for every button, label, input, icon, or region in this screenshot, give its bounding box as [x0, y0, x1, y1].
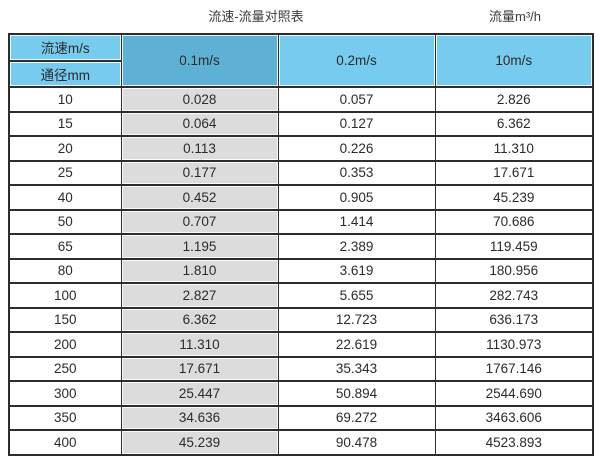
- flow-cell-0-2ms: 50.894: [277, 380, 436, 407]
- diameter-cell: 40: [8, 184, 122, 211]
- diameter-cell: 10: [8, 86, 122, 113]
- diameter-cell: 250: [8, 355, 122, 382]
- flow-cell-0-2ms: 69.272: [277, 404, 436, 431]
- flow-unit-label: 流量m³/h: [488, 9, 541, 24]
- flow-cell-0-1ms: 0.177: [120, 159, 279, 186]
- flow-cell-0-1ms: 1.195: [120, 233, 279, 260]
- flow-rate-table: 流速m/s 0.1m/s 0.2m/s 10m/s 通径mm 10 0.028 …: [8, 33, 594, 456]
- table-row: 20 0.113 0.226 11.310: [8, 135, 594, 162]
- table-row: 50 0.707 1.414 70.686: [8, 208, 594, 235]
- flow-cell-0-2ms: 0.905: [277, 184, 436, 211]
- table-row: 400 45.239 90.478 4523.893: [8, 429, 594, 456]
- table-row: 250 17.671 35.343 1767.146: [8, 355, 594, 382]
- diameter-cell: 20: [8, 135, 122, 162]
- table-row: 350 34.636 69.272 3463.606: [8, 404, 594, 431]
- table-title: 流速-流量对照表: [208, 9, 304, 24]
- flow-cell-0-2ms: 1.414: [277, 208, 436, 235]
- diameter-cell: 100: [8, 282, 122, 309]
- flow-cell-10ms: 6.362: [434, 110, 594, 137]
- flow-cell-0-1ms: 25.447: [120, 380, 279, 407]
- diameter-cell: 15: [8, 110, 122, 137]
- flow-cell-0-1ms: 34.636: [120, 404, 279, 431]
- flow-cell-0-2ms: 12.723: [277, 306, 436, 333]
- flow-cell-0-2ms: 3.619: [277, 257, 436, 284]
- flow-cell-0-1ms: 17.671: [120, 355, 279, 382]
- diameter-cell: 350: [8, 404, 122, 431]
- flow-cell-0-1ms: 1.810: [120, 257, 279, 284]
- flow-cell-0-1ms: 0.707: [120, 208, 279, 235]
- table-row: 25 0.177 0.353 17.671: [8, 159, 594, 186]
- table-row: 80 1.810 3.619 180.956: [8, 257, 594, 284]
- flow-cell-10ms: 11.310: [434, 135, 594, 162]
- title-bar: 流速-流量对照表 流量m³/h: [0, 0, 600, 33]
- flow-cell-10ms: 180.956: [434, 257, 594, 284]
- flow-cell-10ms: 1767.146: [434, 355, 594, 382]
- flow-cell-10ms: 45.239: [434, 184, 594, 211]
- table-row: 65 1.195 2.389 119.459: [8, 233, 594, 260]
- flow-cell-0-2ms: 22.619: [277, 331, 436, 358]
- flow-cell-10ms: 3463.606: [434, 404, 594, 431]
- table-row: 10 0.028 0.057 2.826: [8, 86, 594, 113]
- flow-cell-10ms: 636.173: [434, 306, 594, 333]
- diameter-cell: 300: [8, 380, 122, 407]
- flow-cell-10ms: 1130.973: [434, 331, 594, 358]
- flow-cell-10ms: 2.826: [434, 86, 594, 113]
- flow-cell-0-1ms: 45.239: [120, 429, 279, 456]
- flow-cell-0-2ms: 2.389: [277, 233, 436, 260]
- table-row: 200 11.310 22.619 1130.973: [8, 331, 594, 358]
- col-header-10ms: 10m/s: [434, 33, 594, 88]
- flow-cell-10ms: 17.671: [434, 159, 594, 186]
- flow-cell-0-1ms: 11.310: [120, 331, 279, 358]
- flow-cell-0-1ms: 0.113: [120, 135, 279, 162]
- corner-velocity-label: 流速m/s: [8, 33, 122, 62]
- flow-cell-0-2ms: 90.478: [277, 429, 436, 456]
- flow-cell-0-1ms: 2.827: [120, 282, 279, 309]
- table-row: 100 2.827 5.655 282.743: [8, 282, 594, 309]
- flow-cell-10ms: 2544.690: [434, 380, 594, 407]
- table-row: 15 0.064 0.127 6.362: [8, 110, 594, 137]
- flow-cell-0-1ms: 0.064: [120, 110, 279, 137]
- diameter-cell: 80: [8, 257, 122, 284]
- col-header-0-2ms: 0.2m/s: [277, 33, 436, 88]
- flow-cell-0-1ms: 0.452: [120, 184, 279, 211]
- flow-cell-0-2ms: 0.226: [277, 135, 436, 162]
- flow-cell-10ms: 119.459: [434, 233, 594, 260]
- flow-cell-0-2ms: 0.057: [277, 86, 436, 113]
- flow-cell-0-2ms: 35.343: [277, 355, 436, 382]
- table-row: 40 0.452 0.905 45.239: [8, 184, 594, 211]
- flow-cell-10ms: 70.686: [434, 208, 594, 235]
- flow-cell-10ms: 4523.893: [434, 429, 594, 456]
- flow-cell-0-2ms: 5.655: [277, 282, 436, 309]
- table-row: 150 6.362 12.723 636.173: [8, 306, 594, 333]
- flow-cell-0-2ms: 0.353: [277, 159, 436, 186]
- diameter-cell: 65: [8, 233, 122, 260]
- header-row-bottom: 通径mm: [8, 59, 593, 88]
- header-row-top: 流速m/s 0.1m/s 0.2m/s 10m/s: [8, 33, 594, 88]
- col-header-0-1ms: 0.1m/s: [120, 33, 279, 88]
- diameter-cell: 25: [8, 159, 122, 186]
- table-row: 300 25.447 50.894 2544.690: [8, 380, 594, 407]
- flow-cell-0-2ms: 0.127: [277, 110, 436, 137]
- diameter-cell: 50: [8, 208, 122, 235]
- corner-diameter-label: 通径mm: [8, 59, 122, 88]
- flow-cell-10ms: 282.743: [434, 282, 594, 309]
- flow-cell-0-1ms: 6.362: [120, 306, 279, 333]
- diameter-cell: 400: [8, 429, 122, 456]
- flow-cell-0-1ms: 0.028: [120, 86, 279, 113]
- diameter-cell: 150: [8, 306, 122, 333]
- diameter-cell: 200: [8, 331, 122, 358]
